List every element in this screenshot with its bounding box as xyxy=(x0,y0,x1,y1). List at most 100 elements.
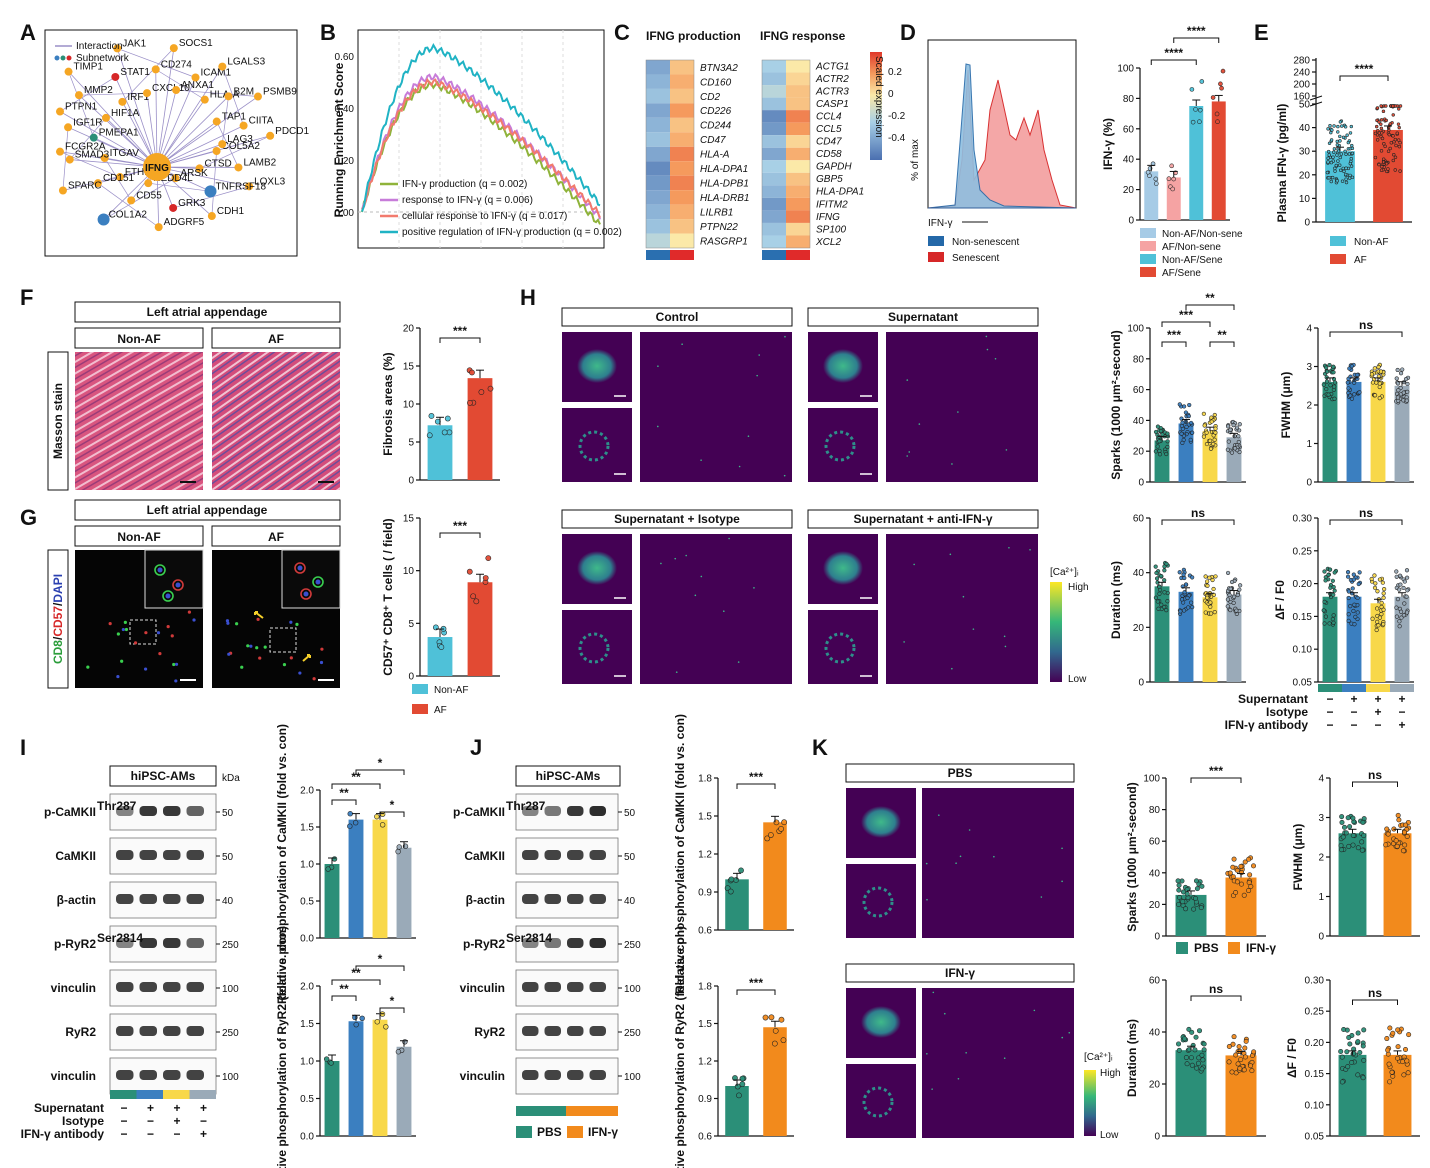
panel-d: % of max IFN-γ Non-senescent Senescent 1… xyxy=(910,24,1243,279)
i-treat-mark: + xyxy=(200,1101,207,1115)
gene-label: CCL5 xyxy=(816,124,842,135)
data-point xyxy=(1405,1070,1411,1076)
heat-cell xyxy=(786,172,810,186)
network-node xyxy=(100,153,109,162)
data-point xyxy=(353,1021,359,1028)
data-point xyxy=(1195,1060,1201,1066)
data-point xyxy=(1379,149,1384,153)
data-point xyxy=(1369,576,1374,582)
heat-cell xyxy=(670,175,694,191)
j-header-box xyxy=(515,765,621,787)
c-scale-tick: -0.2 xyxy=(888,111,906,122)
network-node xyxy=(169,203,178,212)
c-heat-right xyxy=(761,59,811,249)
data-point xyxy=(1327,621,1332,626)
h-spark xyxy=(949,553,952,556)
h-treat-mark: − xyxy=(1350,705,1357,719)
k-title: IFN-γ xyxy=(945,966,975,980)
heat-cell xyxy=(670,233,694,248)
data-point xyxy=(1344,177,1348,181)
data-point xyxy=(1189,1029,1195,1035)
significance-bracket xyxy=(1161,519,1235,525)
y-tick-label: 50 xyxy=(1299,100,1311,111)
fluor-nucleus xyxy=(315,579,321,585)
data-point xyxy=(1355,372,1360,378)
heat-cell xyxy=(762,185,786,198)
blot-band xyxy=(589,1026,606,1036)
heat-cell xyxy=(762,235,786,248)
network-edge xyxy=(67,126,158,168)
gene-label: ACTG1 xyxy=(815,61,849,72)
heat-cell xyxy=(786,72,810,86)
data-point xyxy=(441,429,448,436)
data-point xyxy=(1197,107,1203,113)
data-point xyxy=(1343,830,1349,836)
fluor-cell xyxy=(158,652,162,656)
data-point xyxy=(1385,831,1391,837)
data-point xyxy=(1326,127,1330,131)
data-point xyxy=(1375,138,1380,142)
data-point xyxy=(1208,446,1214,451)
data-point xyxy=(1246,856,1252,862)
panel-letter-f: F xyxy=(20,285,33,310)
data-point xyxy=(1159,574,1164,579)
b-legend-3: cellular response to IFN-γ (q = 0.017) xyxy=(402,211,567,222)
legend-subnetwork: Subnetwork xyxy=(76,53,130,64)
heat-cell xyxy=(646,204,670,220)
c-scale-label: Scaled expression xyxy=(873,56,884,138)
blot-band xyxy=(567,1026,584,1036)
network-edge xyxy=(116,48,158,168)
h-spark xyxy=(723,610,725,612)
y-tick-label: 3 xyxy=(1318,813,1324,824)
data-point xyxy=(1232,446,1238,451)
blot-band xyxy=(163,894,181,904)
network-node xyxy=(58,186,67,195)
data-point xyxy=(1242,1054,1248,1060)
fluor-nucleus xyxy=(303,591,309,597)
data-point xyxy=(1231,423,1236,428)
data-point xyxy=(1379,122,1383,126)
data-point xyxy=(1176,901,1182,907)
network-edge xyxy=(156,66,223,168)
data-point xyxy=(1330,578,1335,583)
fluor-cell xyxy=(170,634,174,638)
y-tick-label: 0 xyxy=(1138,678,1144,689)
y-tick-label: 2 xyxy=(1318,853,1324,864)
y-tick-label: 4 xyxy=(1318,774,1324,785)
data-point xyxy=(395,1049,402,1055)
data-point xyxy=(1394,574,1399,579)
data-point xyxy=(1177,570,1182,575)
data-point xyxy=(771,1040,778,1047)
data-point xyxy=(1211,586,1216,592)
data-point xyxy=(1372,585,1378,590)
data-point xyxy=(1230,1041,1236,1047)
k-spark xyxy=(925,862,928,865)
data-point xyxy=(1154,181,1159,186)
network-edge xyxy=(156,96,229,168)
fluor-cell xyxy=(174,679,178,683)
y-axis-label: Duration (ms) xyxy=(1109,561,1123,639)
colorbar-icon xyxy=(1084,1070,1096,1136)
blot-band xyxy=(589,850,606,860)
data-point xyxy=(1392,152,1396,157)
blot-band xyxy=(522,1026,539,1036)
blot-superscript: Thr287 xyxy=(506,799,546,813)
h-spark xyxy=(986,348,989,351)
data-point xyxy=(1397,144,1402,149)
kda-value: 100 xyxy=(222,1072,239,1083)
data-point xyxy=(487,385,494,392)
data-point xyxy=(1201,434,1207,439)
k-cell-image xyxy=(846,864,916,938)
y-tick-label: 0.15 xyxy=(1293,612,1313,623)
y-tick-label: 10 xyxy=(403,566,415,577)
data-point xyxy=(1404,610,1410,615)
significance-label: * xyxy=(390,798,395,812)
y-axis-label: FWHM (μm) xyxy=(1291,824,1305,891)
fluor-cell xyxy=(225,619,230,623)
panel-letter-i: I xyxy=(20,735,26,760)
gene-label: CD58 xyxy=(816,149,842,160)
f-side-box xyxy=(47,351,69,491)
data-point xyxy=(1214,111,1220,117)
data-point xyxy=(1347,176,1352,180)
y-tick-label: 20 xyxy=(1133,447,1145,458)
